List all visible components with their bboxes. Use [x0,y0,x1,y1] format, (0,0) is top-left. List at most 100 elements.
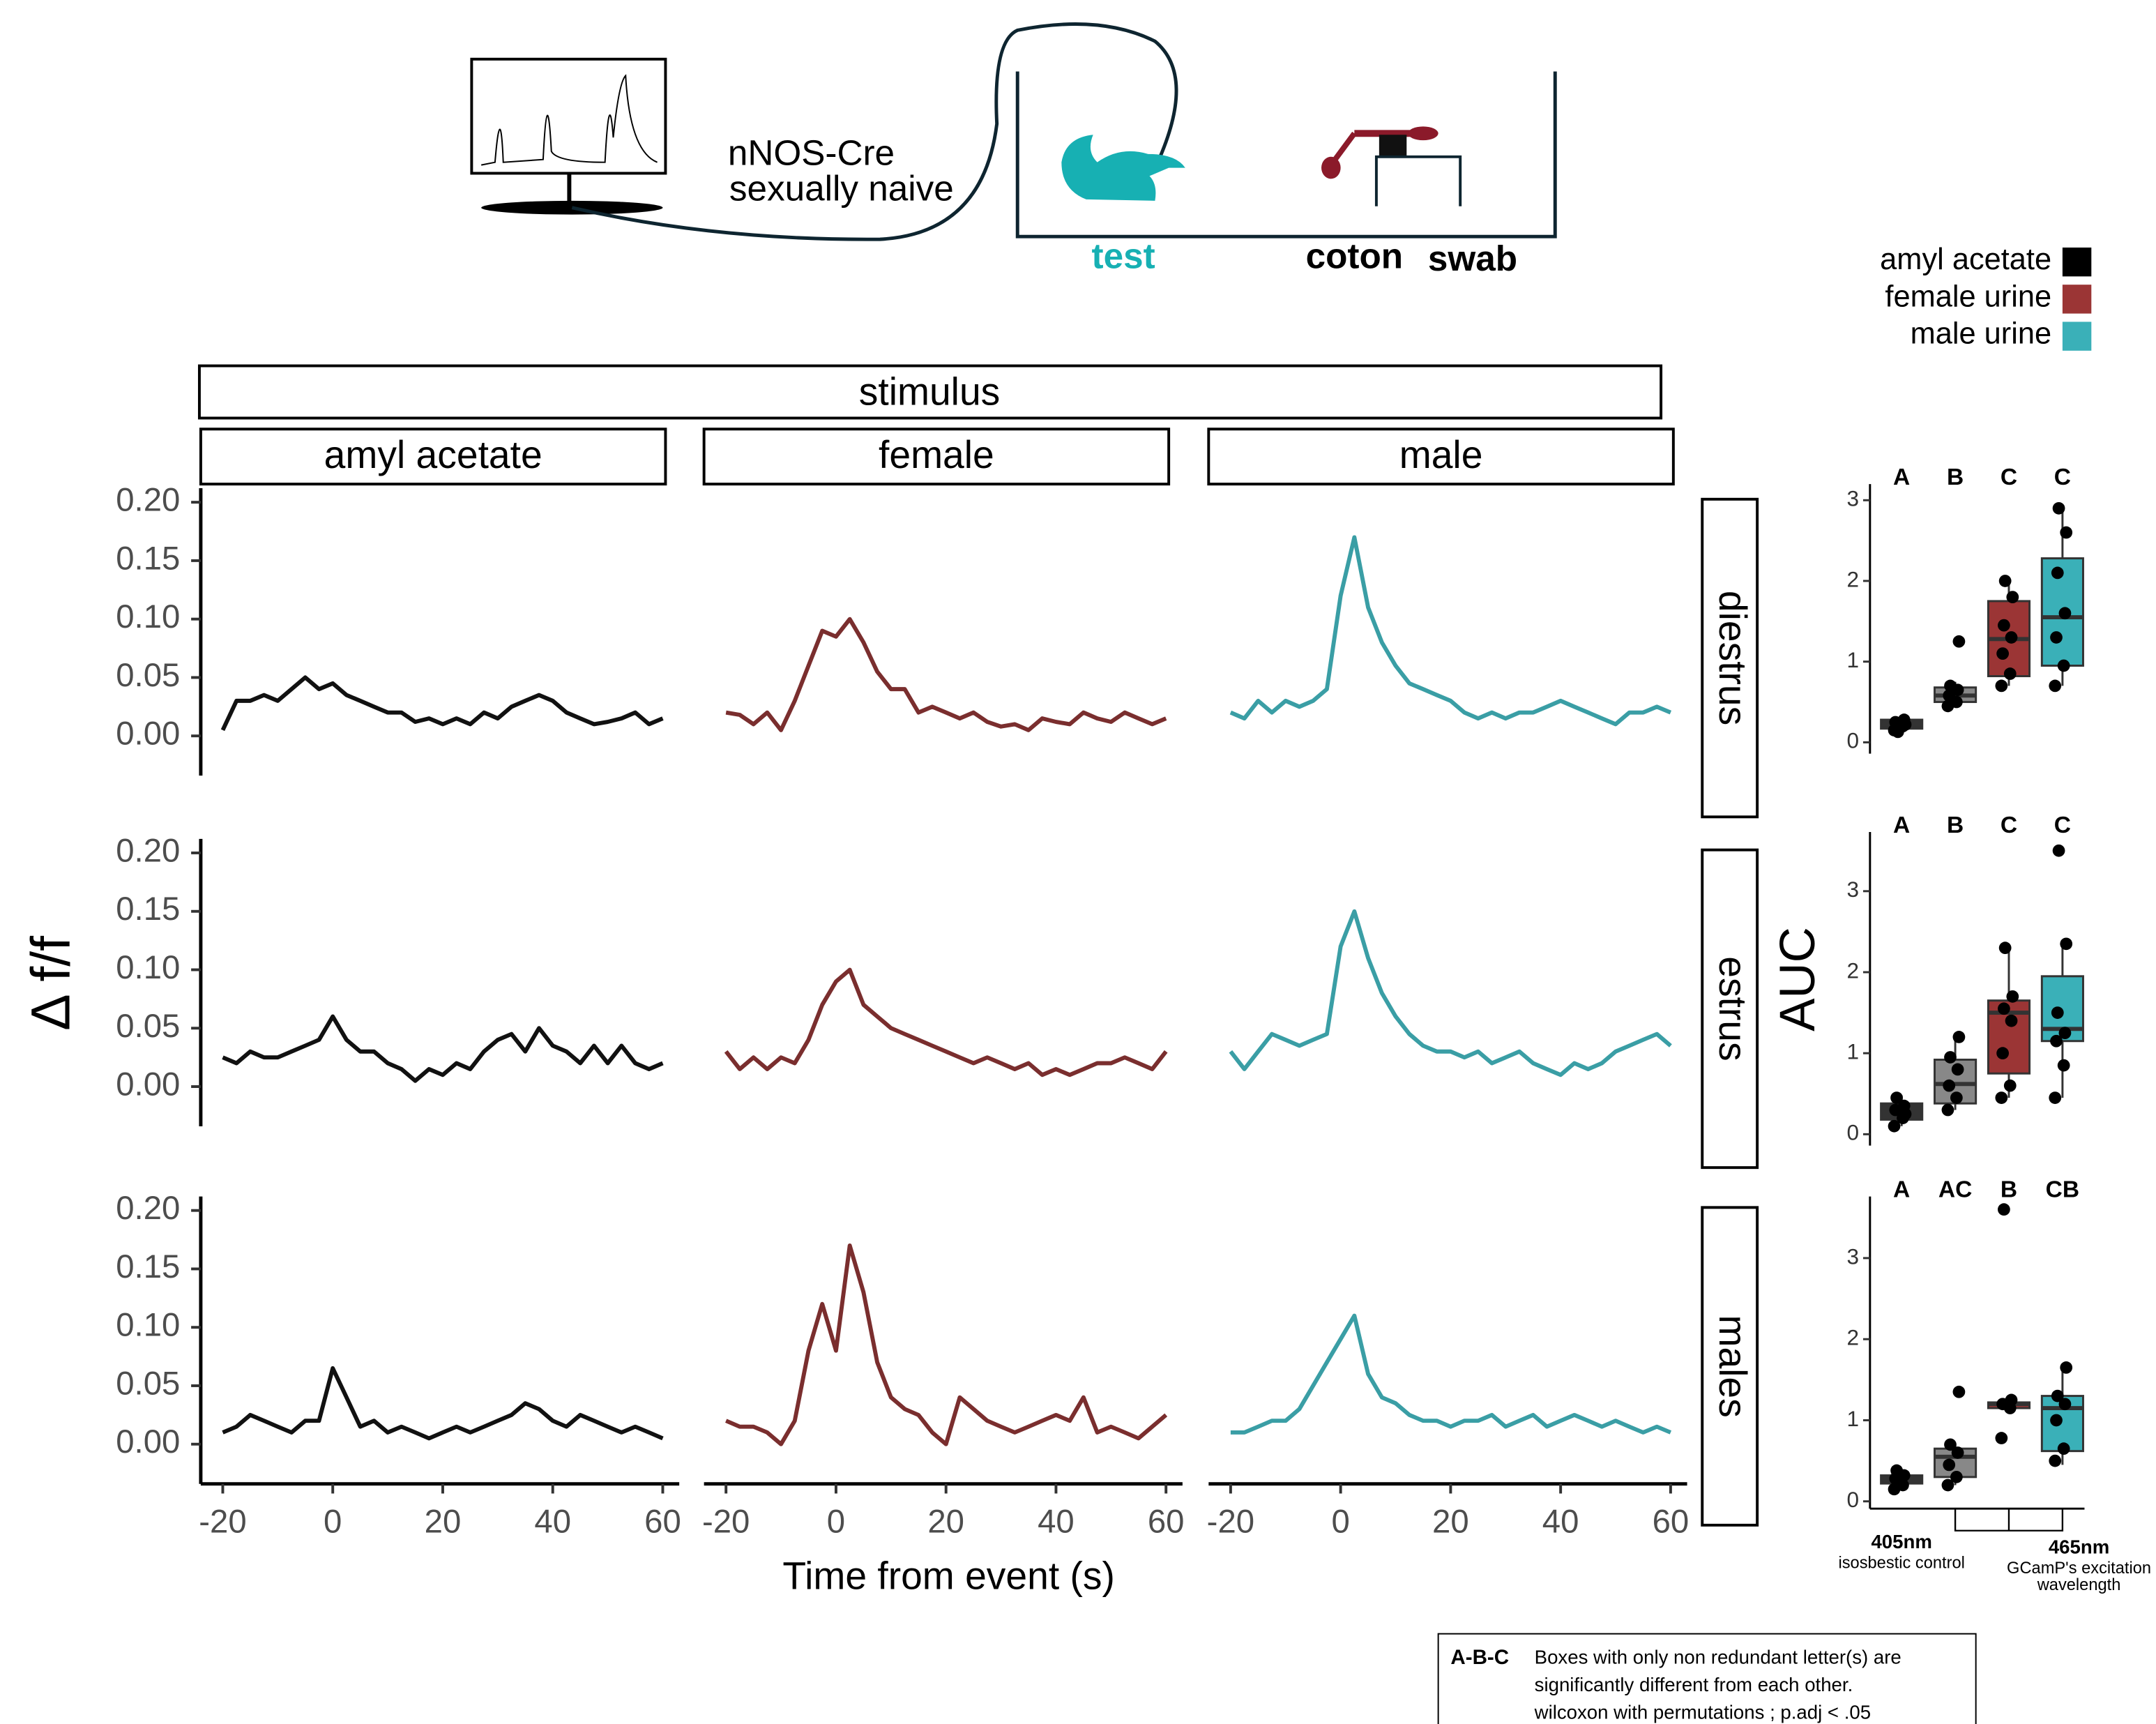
stand [1374,155,1462,206]
data-point [1890,1091,1903,1104]
significance-letter: B [2001,1177,2017,1203]
row-strip [1701,1206,1759,1527]
x-tick-label: 20 [1432,1503,1469,1540]
group-label: 405nm [1871,1531,1931,1552]
data-point [2052,501,2065,515]
data-point [1899,1107,1912,1121]
trace [1230,1313,1672,1435]
legend-swatch [2062,247,2092,277]
y-tick-label: 2 [1847,958,1860,983]
trace [724,967,1168,1078]
row-label: diestrus [1711,591,1754,725]
data-point [2005,1014,2018,1027]
y-tick-label: 3 [1847,486,1860,511]
x-tick-label: 0 [324,1503,342,1540]
data-point [1941,1103,1954,1117]
column-strip [1207,428,1675,486]
data-point [2058,1027,2072,1040]
legend-label: amyl acetate [1880,243,2051,276]
data-point [1995,1091,2008,1104]
test-label: test [1092,236,1155,275]
y-tick-label: 0.15 [116,540,180,577]
group-bracket [1954,1508,2064,1532]
x-tick-label: 40 [1542,1503,1579,1540]
data-point [1998,619,2010,632]
x-tick-label: 0 [1331,1503,1349,1540]
data-point [2050,631,2063,644]
significance-letter: A [1893,1177,1910,1203]
data-point [2058,607,2072,620]
row-strip [1701,848,1759,1170]
schematic: nNOS-Cre sexually naive test coton swab [470,22,1557,278]
x-tick-label: 60 [1653,1503,1690,1540]
significance-letter: C [2001,812,2017,838]
data-point [1998,575,2012,587]
significance-letter: A [1893,812,1910,838]
data-point [2052,844,2065,857]
footnote-text: wilcoxon with permutations ; p.adj < .05 [1534,1701,1871,1723]
data-point [1952,1031,1966,1043]
arena [1015,71,1557,239]
data-point [1891,725,1904,739]
y-tick-label: 3 [1847,877,1860,902]
data-point [2050,1034,2063,1048]
y-tick-label: 0.10 [116,598,180,635]
data-point [1951,1446,1964,1459]
column-label: female [879,433,994,476]
column-label: male [1399,433,1483,476]
x-tick-label: -20 [702,1503,750,1540]
significance-letter: AC [1938,1177,1972,1203]
footnote-text: significantly different from each other. [1535,1674,1853,1695]
facet-strip [197,364,1663,420]
data-point [1890,1464,1903,1477]
column-label: amyl acetate [324,433,542,476]
y-tick-label: 0.10 [116,1307,180,1344]
data-point [1941,1479,1954,1492]
data-point [2060,937,2073,951]
data-point [1950,1470,1963,1483]
data-point [1996,647,2009,660]
data-point [1951,1063,1964,1076]
y-axis-title: AUC [1770,927,1825,1031]
legend-label: female urine [1885,280,2051,313]
footnote-key: A-B-C [1450,1646,1509,1669]
data-point [2057,659,2070,672]
significance-letter: C [2054,464,2071,490]
trace [1229,909,1672,1078]
data-point [2005,1393,2018,1407]
y-tick-label: 0.05 [116,1365,180,1402]
y-tick-label: 0.15 [116,1248,180,1285]
x-tick-label: 0 [827,1503,845,1540]
significance-letter: B [1947,464,1964,490]
swab-tip [1408,126,1438,141]
facet-title: stimulus [859,370,1000,414]
y-tick-label: 0.00 [116,1066,180,1103]
data-point [1998,1002,2010,1015]
data-point [1950,1091,1963,1104]
significance-letter: CB [2046,1177,2079,1203]
data-point [2057,1059,2070,1072]
x-tick-label: -20 [199,1503,246,1540]
y-tick-label: 2 [1847,1325,1860,1350]
group-sublabel: wavelength [2037,1576,2121,1594]
data-point [2050,1414,2063,1427]
y-tick-label: 0.00 [116,1423,180,1460]
significance-letter: B [1947,812,1964,838]
data-point [1998,1203,2010,1216]
data-point [1952,1385,1966,1398]
row-label: males [1711,1315,1754,1417]
x-axis-title: Time from event (s) [782,1554,1114,1597]
data-point [2049,1091,2062,1104]
significance-letter: C [2001,464,2017,490]
strain-label: nNOS-Cre [728,133,895,172]
data-point [1996,1047,2009,1060]
data-point [2003,667,2017,680]
data-point [2003,1079,2017,1092]
x-tick-label: -20 [1207,1503,1254,1540]
y-axis-title: Δ f/f [20,935,82,1031]
data-point [2051,1389,2064,1402]
group-label: 465nm [2049,1536,2109,1558]
y-tick-label: 0 [1847,728,1860,753]
row-label: estrus [1711,956,1754,1061]
